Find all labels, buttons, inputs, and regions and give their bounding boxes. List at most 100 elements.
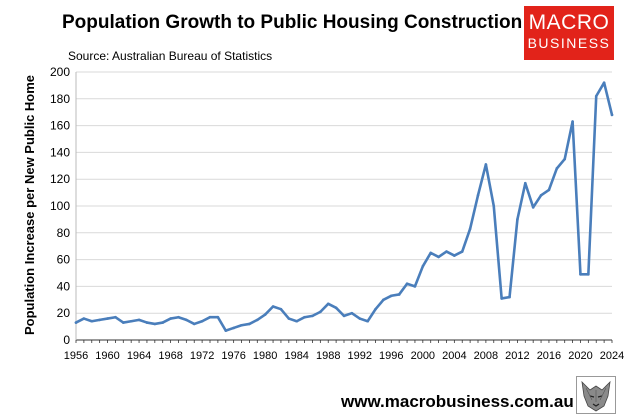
data-point-2005 [460, 250, 464, 253]
series-group [74, 81, 614, 332]
data-point-1987 [319, 310, 322, 314]
data-point-1982 [279, 307, 283, 311]
data-point-1964 [137, 318, 141, 322]
data-point-2017 [555, 167, 559, 170]
data-point-1994 [374, 307, 377, 311]
x-tick-label-1968: 1968 [158, 350, 182, 362]
data-point-2020 [579, 273, 582, 276]
data-point-1976 [232, 326, 235, 330]
data-point-1986 [311, 314, 314, 318]
data-point-2004 [453, 254, 456, 257]
y-tick-label-140: 140 [50, 145, 70, 159]
data-point-2010 [500, 297, 503, 300]
y-tick-label-200: 200 [50, 65, 70, 79]
x-tick-label-1992: 1992 [348, 350, 372, 362]
data-point-2019 [571, 120, 574, 123]
y-axis-ticks: 0 20 40 60 80 100 120 140 160 180 200 [50, 65, 70, 347]
data-point-2018 [563, 157, 567, 161]
data-point-1999 [413, 285, 417, 288]
data-point-2009 [492, 204, 496, 208]
x-tick-label-1980: 1980 [253, 350, 277, 362]
x-tick-label-2020: 2020 [568, 350, 592, 362]
y-tick-label-80: 80 [57, 226, 71, 240]
data-point-2007 [476, 193, 480, 197]
data-point-1980 [263, 313, 267, 316]
x-tick-label-2008: 2008 [474, 350, 498, 362]
data-point-1991 [350, 311, 354, 315]
data-point-1956 [74, 321, 78, 324]
data-point-1984 [295, 319, 299, 323]
x-axis-ticks: 1956 1960 1964 1968 1972 1976 1980 1984 1988 1992… [64, 340, 624, 362]
data-point-2015 [539, 193, 543, 197]
grid-lines [76, 71, 612, 314]
data-point-2001 [429, 251, 433, 255]
data-point-2016 [547, 188, 551, 192]
data-point-1973 [208, 315, 212, 319]
data-point-2006 [468, 227, 472, 231]
x-tick-label-2000: 2000 [411, 350, 435, 362]
x-tick-label-1972: 1972 [190, 350, 214, 362]
y-tick-label-100: 100 [50, 199, 70, 213]
y-tick-label-120: 120 [50, 172, 70, 186]
data-point-2023 [602, 81, 606, 85]
data-point-1968 [169, 317, 172, 320]
data-point-1977 [240, 323, 243, 327]
data-point-2011 [508, 295, 511, 299]
x-tick-label-1976: 1976 [221, 350, 245, 362]
data-point-1959 [98, 318, 101, 322]
data-point-1989 [334, 306, 338, 310]
data-point-1988 [326, 302, 330, 306]
x-tick-label-1988: 1988 [316, 350, 340, 362]
data-point-2014 [531, 206, 535, 209]
data-point-2013 [523, 181, 527, 185]
y-tick-label-20: 20 [57, 306, 71, 320]
y-tick-label-0: 0 [63, 333, 70, 347]
logo-line1: MACRO [528, 11, 610, 34]
data-point-1963 [129, 319, 133, 323]
data-point-1960 [106, 317, 109, 320]
logo-line2: BUSINESS [527, 35, 611, 51]
y-axis-label: Population Increase per New Public Home [22, 75, 37, 335]
macrobusiness-logo: MACRO BUSINESS [524, 6, 614, 60]
data-point-2003 [445, 250, 448, 253]
x-tick-label-2004: 2004 [442, 350, 466, 362]
x-tick-label-1984: 1984 [284, 350, 308, 362]
data-point-1965 [145, 321, 149, 324]
x-tick-label-2016: 2016 [537, 350, 561, 362]
data-point-1966 [153, 322, 157, 326]
y-tick-label-180: 180 [50, 92, 70, 106]
footer-url: www.macrobusiness.com.au [341, 392, 574, 411]
data-point-2012 [516, 218, 519, 221]
data-point-1958 [90, 319, 94, 323]
data-point-1975 [224, 329, 228, 332]
data-point-1970 [185, 318, 188, 322]
data-point-1979 [255, 318, 259, 322]
x-tick-label-1964: 1964 [127, 350, 151, 362]
x-tick-label-1956: 1956 [64, 350, 88, 362]
data-point-1992 [358, 317, 362, 320]
data-point-1990 [342, 314, 346, 318]
x-tick-label-2012: 2012 [505, 350, 529, 362]
x-tick-label-1996: 1996 [379, 350, 403, 362]
x-tick-label-2024: 2024 [600, 350, 624, 362]
data-point-1974 [216, 315, 220, 319]
data-point-2002 [437, 255, 440, 259]
series-line-0 [74, 81, 614, 332]
data-point-1985 [303, 315, 306, 319]
y-tick-label-160: 160 [50, 119, 70, 133]
data-point-1978 [248, 322, 251, 326]
data-point-2000 [421, 265, 425, 268]
data-point-1998 [405, 282, 409, 286]
data-point-1996 [389, 294, 393, 298]
data-point-1983 [287, 317, 291, 320]
data-point-2021 [587, 273, 590, 276]
chart-source: Source: Australian Bureau of Statistics [68, 49, 273, 63]
data-point-1971 [192, 322, 196, 326]
data-point-1995 [382, 298, 385, 302]
data-point-1967 [161, 321, 165, 324]
y-tick-label-40: 40 [57, 279, 71, 293]
data-point-1972 [200, 319, 204, 323]
data-point-1981 [271, 305, 275, 308]
data-point-2022 [594, 94, 598, 98]
